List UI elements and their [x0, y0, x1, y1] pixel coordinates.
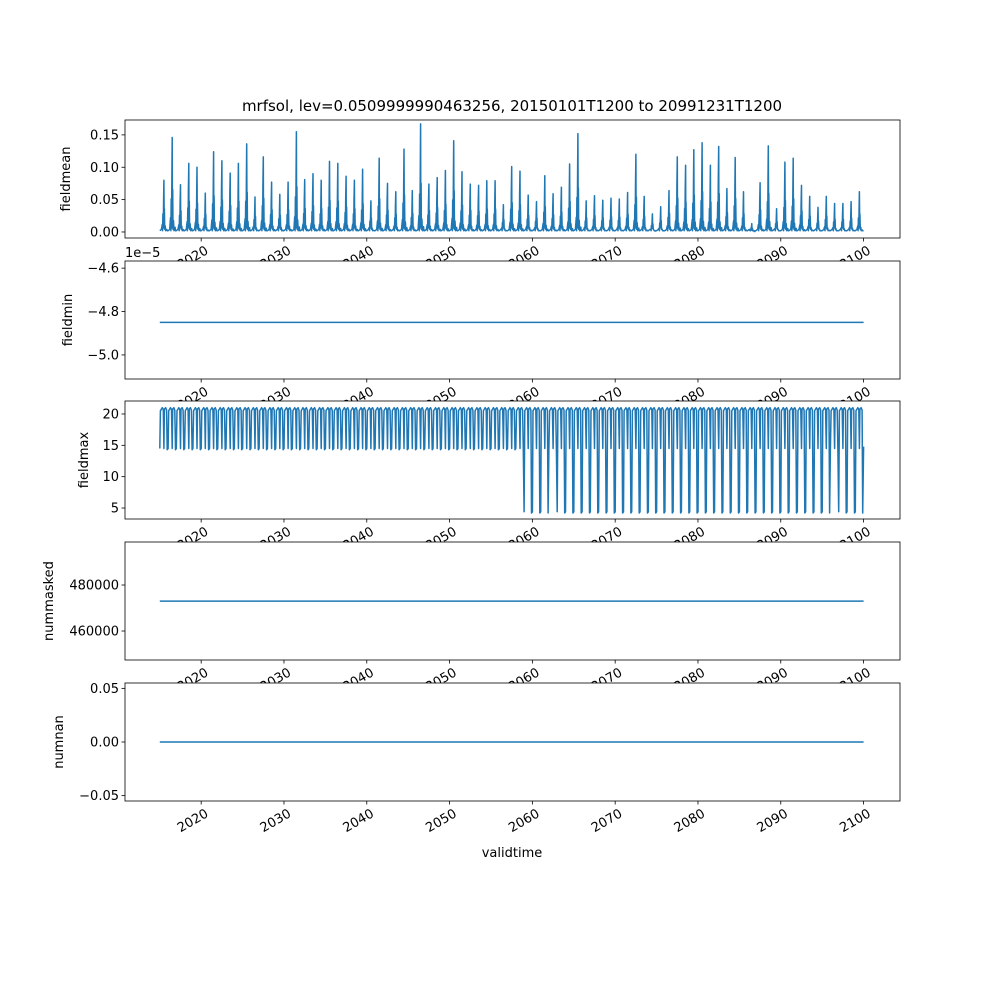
- y-axis-label: fieldmin: [61, 294, 76, 347]
- fieldmean-series-line: [159, 123, 864, 233]
- y-tick-label: 0.00: [90, 736, 119, 751]
- fieldmax-series-line: [159, 406, 865, 514]
- y-tick-label: 0.05: [90, 682, 119, 697]
- y-tick-label: −4.6: [87, 262, 119, 277]
- y-tick-label: 15: [102, 439, 119, 454]
- y-tick-label: 0.00: [90, 225, 119, 240]
- axes-frame: [124, 541, 901, 661]
- axes-frame: [124, 400, 901, 520]
- y-tick-label: 0.05: [90, 193, 119, 208]
- y-tick-label: 5: [111, 502, 119, 517]
- axes-frame: [124, 119, 901, 239]
- y-tick-label: −0.05: [79, 789, 119, 804]
- y-axis-label: nummasked: [42, 561, 57, 641]
- y-axis-label: fieldmax: [77, 432, 92, 489]
- y-tick-label: 460000: [69, 625, 119, 640]
- y-tick-label: −4.8: [87, 305, 119, 320]
- chart-title: mrfsol, lev=0.0509999990463256, 20150101…: [242, 97, 782, 115]
- y-tick-label: 10: [102, 470, 119, 485]
- x-axis-label: validtime: [482, 846, 543, 861]
- axes-frame: [124, 260, 901, 380]
- y-tick-label: 480000: [69, 579, 119, 594]
- y-tick-label: 20: [102, 407, 119, 422]
- y-tick-label: 0.15: [90, 128, 119, 143]
- y-axis-label: fieldmean: [59, 147, 74, 212]
- axes-background: [125, 261, 900, 379]
- y-offset-label: 1e−5: [125, 246, 160, 261]
- y-tick-label: 0.10: [90, 161, 119, 176]
- y-tick-label: −5.0: [87, 348, 119, 363]
- y-axis-label: numnan: [52, 715, 67, 769]
